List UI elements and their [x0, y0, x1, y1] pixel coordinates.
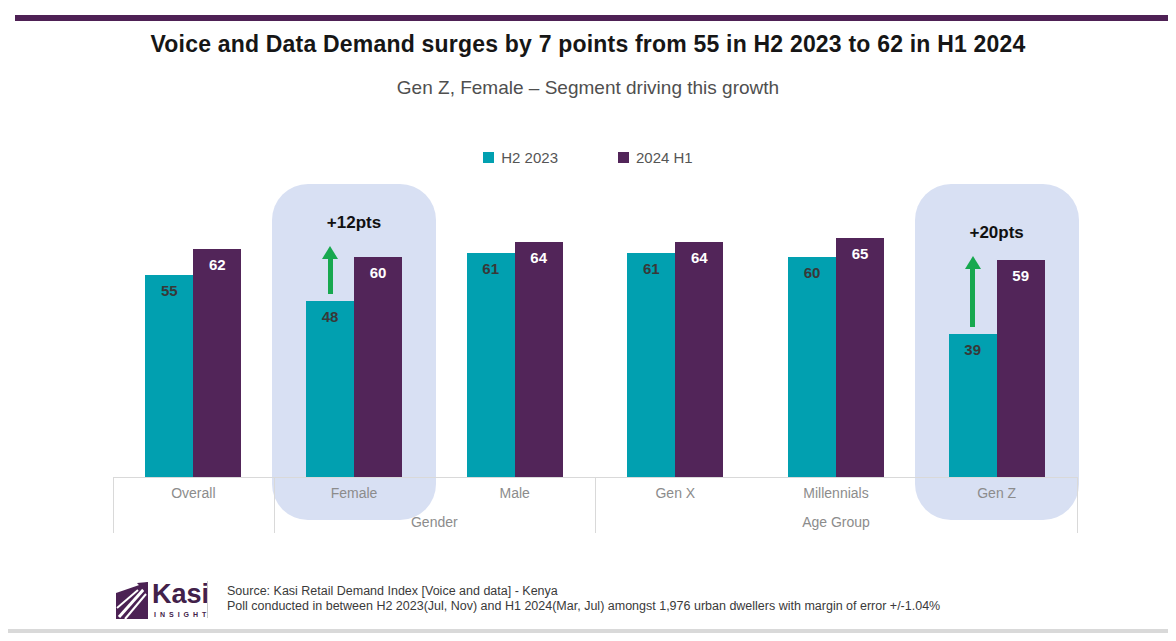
category-label-gen-z: Gen Z [917, 485, 1077, 501]
bar-value-label: 48 [306, 308, 354, 325]
annotation-delta-label: +12pts [294, 213, 414, 233]
logo-wordmark: Kasi [152, 579, 209, 610]
bar-value-label: 61 [627, 260, 675, 277]
category-label-overall: Overall [113, 485, 273, 501]
bar-2024-h1-gen-x [675, 242, 723, 477]
kasi-logo-icon [115, 580, 149, 620]
logo-tagline: INSIGHT [154, 611, 210, 618]
bar-2024-h1-millennials [836, 238, 884, 477]
category-label-millennials: Millennials [756, 485, 916, 501]
bar-2024-h1-gen-z [997, 260, 1045, 477]
bar-h2-2023-millennials [788, 257, 836, 477]
bar-value-label: 61 [467, 260, 515, 277]
bar-value-label: 62 [193, 256, 241, 273]
bar-value-label: 64 [675, 249, 723, 266]
increase-arrow-shaft [970, 267, 975, 327]
grouped-bar-chart: 55 48 61 61 60 39 62 60 64 64 65 59 OverallFemaleMal… [0, 0, 1176, 641]
group-label-gender: Gender [274, 514, 595, 530]
bar-value-label: 39 [949, 341, 997, 358]
bar-2024-h1-female [354, 257, 402, 477]
bar-value-label: 65 [836, 245, 884, 262]
category-label-female: Female [274, 485, 434, 501]
bottom-accent-bar [8, 629, 1168, 633]
bar-h2-2023-female [306, 301, 354, 477]
annotation-delta-label: +20pts [937, 223, 1057, 243]
bar-2024-h1-male [515, 242, 563, 477]
group-label-age-group: Age Group [595, 514, 1077, 530]
bar-value-label: 64 [515, 249, 563, 266]
category-label-gen-x: Gen X [595, 485, 755, 501]
source-text-line1: Source: Kasi Retail Demand Index [Voice … [227, 584, 558, 600]
source-text-line2: Poll conducted in between H2 2023(Jul, N… [227, 599, 940, 615]
bar-value-label: 60 [354, 264, 402, 281]
bar-value-label: 59 [997, 267, 1045, 284]
axis-group-divider [1077, 477, 1078, 533]
report-slide: Voice and Data Demand surges by 7 points… [0, 0, 1176, 641]
logo-divider [207, 581, 208, 618]
bar-2024-h1-overall [193, 249, 241, 477]
bar-value-label: 60 [788, 264, 836, 281]
increase-arrow-shaft [328, 257, 333, 294]
bar-h2-2023-male [467, 253, 515, 477]
bar-h2-2023-gen-x [627, 253, 675, 477]
bar-h2-2023-overall [145, 275, 193, 477]
bar-value-label: 55 [145, 282, 193, 299]
category-label-male: Male [435, 485, 595, 501]
